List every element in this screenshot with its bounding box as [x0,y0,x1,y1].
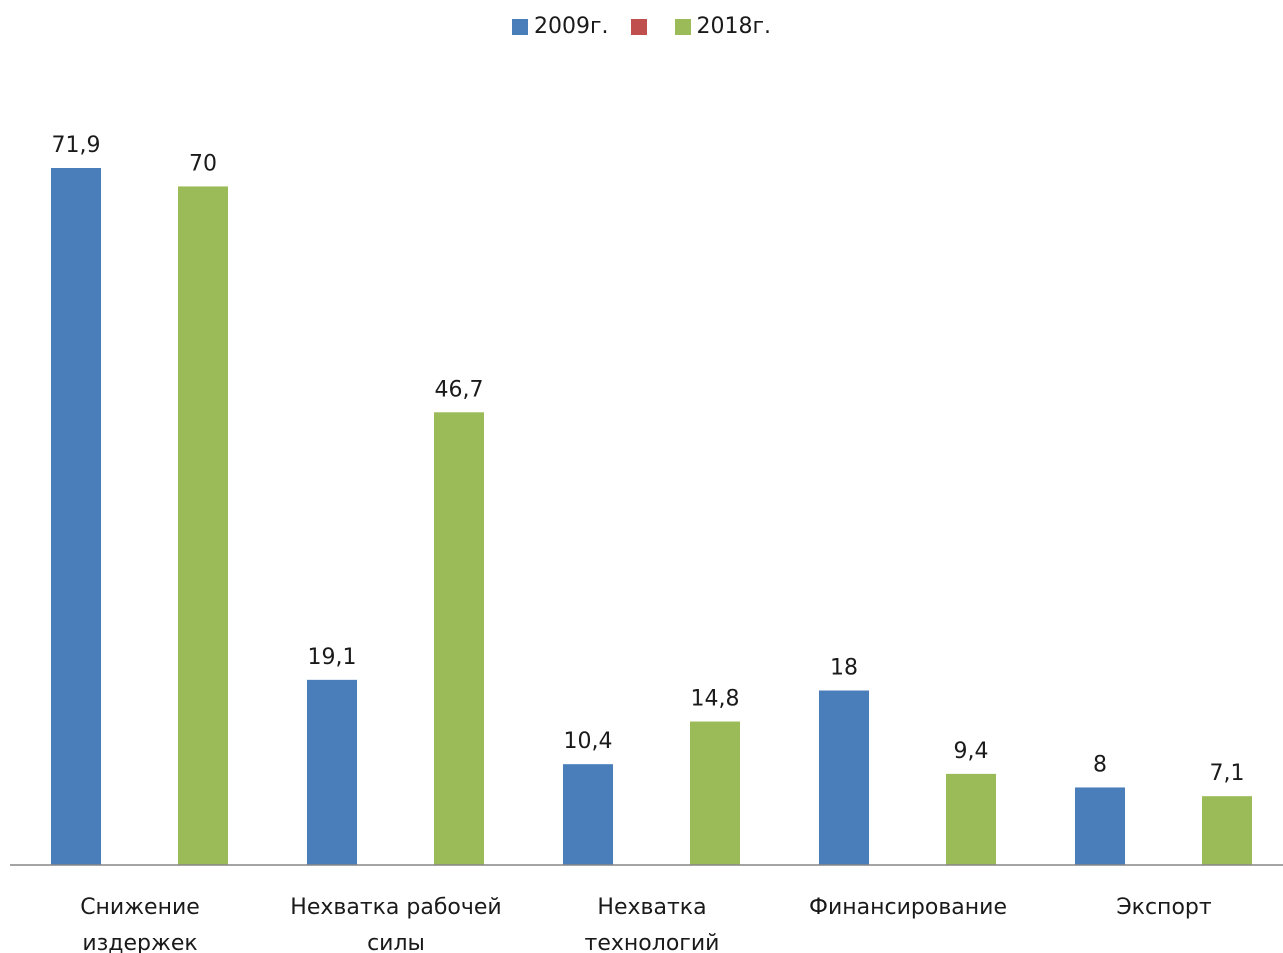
category-label-0-line-0: Снижение [80,895,200,920]
bar-2018-3 [946,773,996,865]
value-label-2018-3: 9,4 [954,739,989,764]
category-label-1-line-0: Нехватка рабочей [290,895,501,920]
bar-2009-2 [563,764,613,865]
chart-legend: 2009г. 2018г. [0,14,1283,39]
bar-2018-1 [434,412,484,865]
category-label-1-line-1: силы [367,931,425,953]
value-label-2018-0: 70 [189,151,217,176]
bars-layer [51,168,1252,865]
legend-item-2018: 2018г. [674,14,772,39]
legend-swatch-empty [630,18,647,35]
value-labels-layer: 71,9 70 19,1 46,7 10,4 14,8 18 9,4 8 7,1 [52,133,1245,786]
category-label-2-line-0: Нехватка [597,895,706,920]
category-labels-layer: Снижение издержек Нехватка рабочей силы Нехв… [80,895,1212,953]
legend-swatch-2009 [511,18,528,35]
value-label-2018-2: 14,8 [691,687,740,712]
value-label-2009-4: 8 [1093,752,1107,777]
legend-item-2009: 2009г. [511,14,609,39]
category-label-0-line-1: издержек [82,931,197,953]
bar-2009-0 [51,168,101,865]
value-label-2018-1: 46,7 [435,377,484,402]
legend-label-2009: 2009г. [533,14,609,39]
value-label-2009-1: 19,1 [308,645,357,670]
value-label-2009-0: 71,9 [52,133,101,158]
value-label-2009-2: 10,4 [564,729,613,754]
legend-swatch-2018 [674,18,691,35]
bar-2009-3 [819,690,869,865]
legend-label-2018: 2018г. [696,14,772,39]
category-label-3-line-0: Финансирование [809,895,1007,920]
value-label-2009-3: 18 [830,656,858,681]
bar-2018-2 [690,721,740,865]
bar-2018-0 [178,186,228,865]
bar-2009-1 [307,679,357,865]
category-label-4-line-0: Экспорт [1116,895,1212,920]
bar-2018-4 [1202,796,1252,865]
bar-2009-4 [1075,787,1125,865]
category-label-2-line-1: технологий [585,931,720,953]
value-label-2018-4: 7,1 [1210,761,1245,786]
legend-item-empty [630,18,653,35]
